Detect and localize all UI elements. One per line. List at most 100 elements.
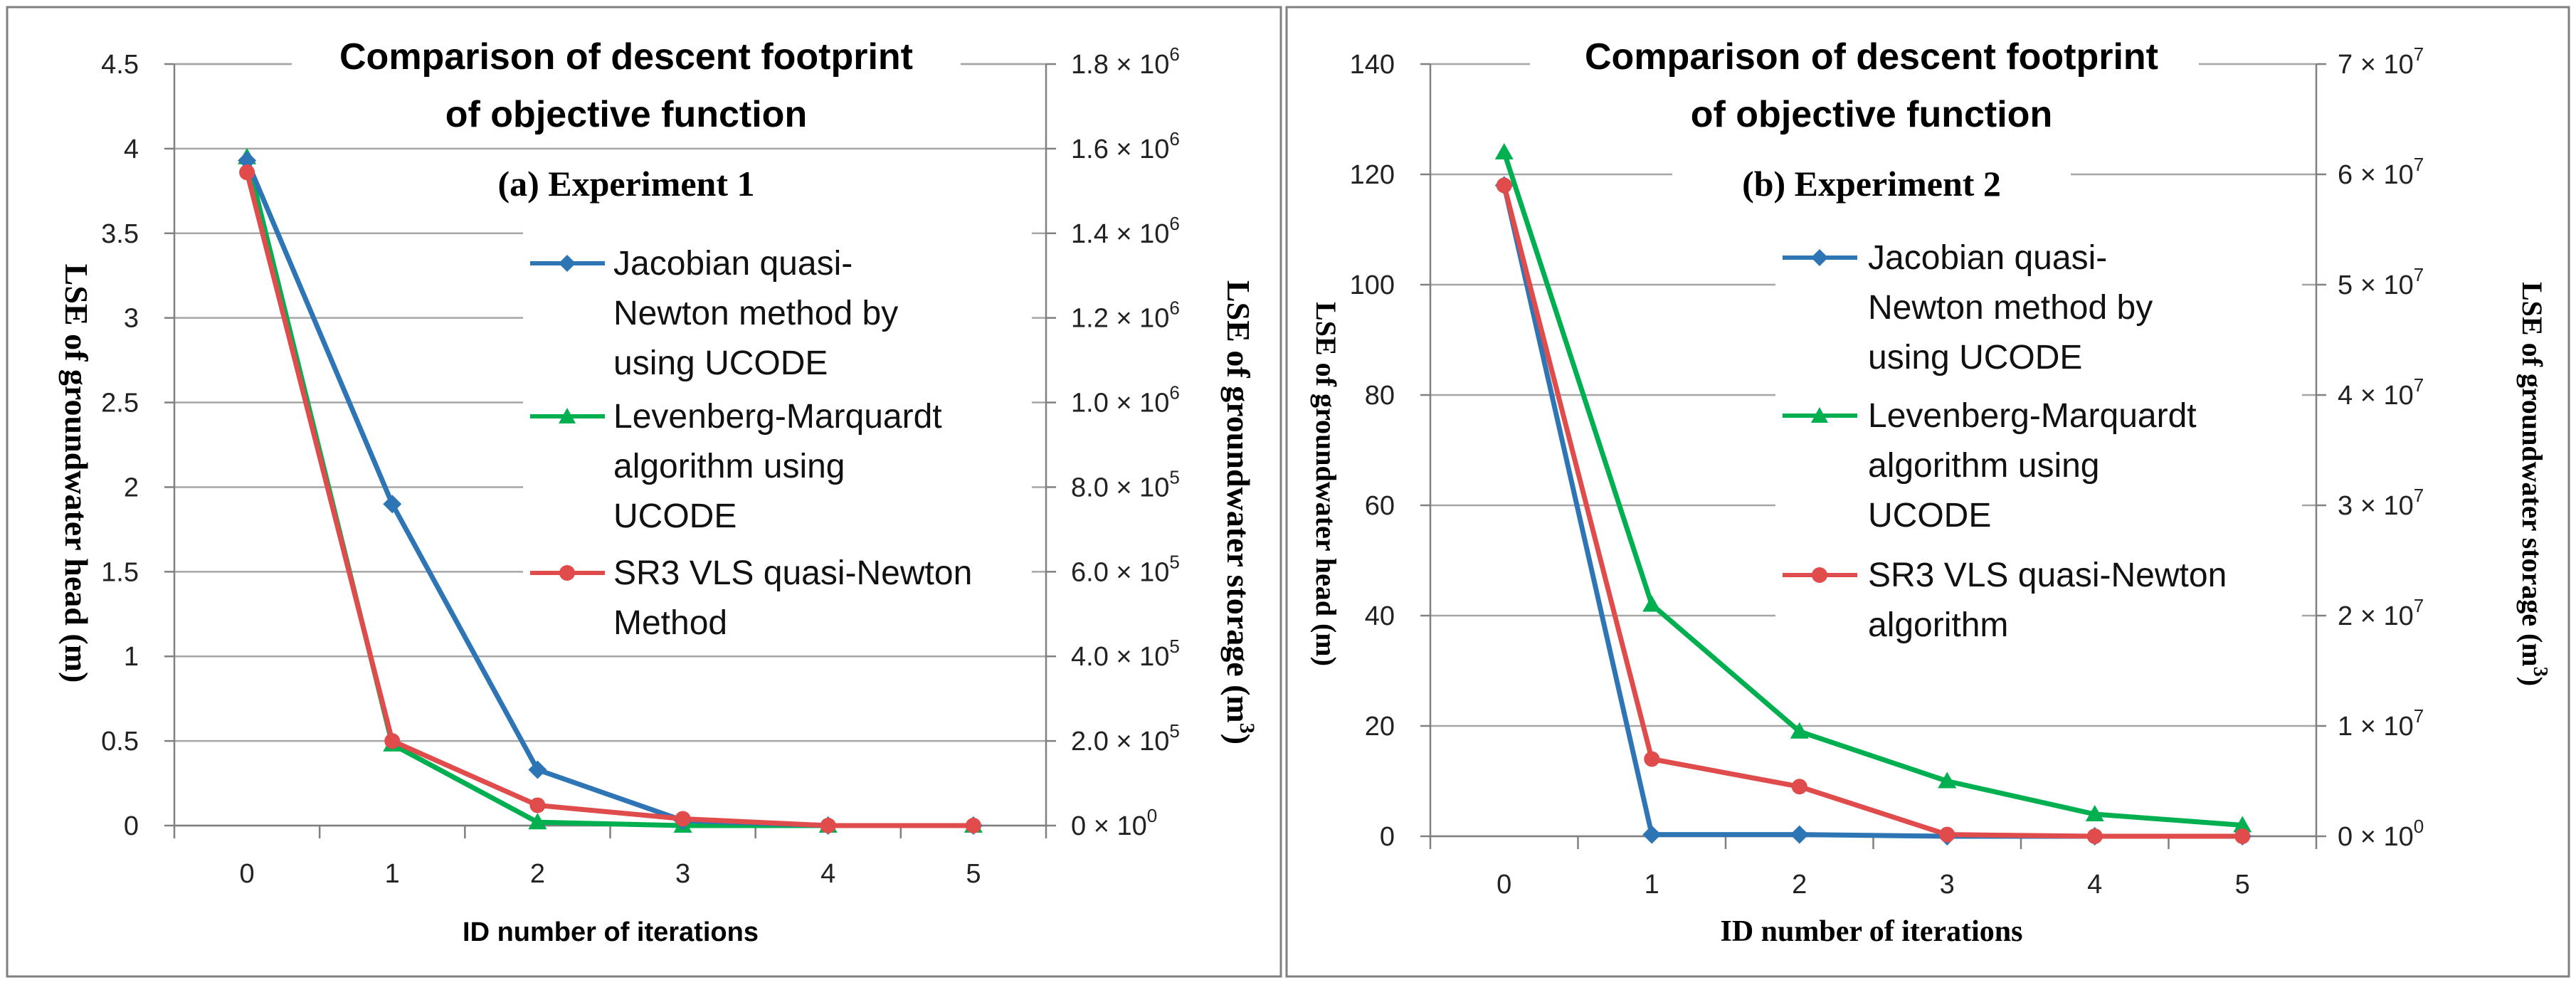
chart-a-y2-tick-label: 1.8 × 106	[1071, 43, 1180, 80]
chart-a-y-tick-label: 1	[124, 642, 139, 672]
chart-a-y2-tick-label: 8.0 × 105	[1071, 466, 1180, 502]
chart-b-x-tick-label: 2	[1792, 870, 1807, 900]
chart-b-y-tick-label: 0	[1380, 822, 1395, 852]
chart-a-title-line1: Comparison of descent footprint	[339, 36, 913, 78]
chart-b-legend: Jacobian quasi- Newton method by using U…	[1775, 228, 2302, 655]
chart-b-y-tick-label: 100	[1350, 270, 1395, 300]
chart-b-legend-sr3-line1: SR3 VLS quasi-Newton	[1868, 557, 2227, 594]
chart-b-point-jacobian	[1642, 825, 1662, 844]
chart-a-y-axis-label: LSE of groundwater head (m)	[58, 264, 95, 683]
chart-b-point-sr3	[1791, 779, 1807, 795]
chart-a-y-tick-label: 2	[124, 473, 139, 502]
chart-a-y2-tick-label: 1.2 × 106	[1071, 297, 1180, 334]
chart-b-y2-tick-label: 6 × 107	[2338, 154, 2424, 190]
chart-b-subtitle: (b) Experiment 2	[1742, 164, 2001, 204]
chart-a-legend-jacobian-line2: Newton method by	[613, 295, 898, 332]
chart-b-y2-tick-label: 5 × 107	[2338, 264, 2424, 300]
chart-b-y2-tick-label: 1 × 107	[2338, 705, 2424, 742]
chart-a-point-jacobian	[383, 495, 402, 514]
chart-b-y-tick-label: 80	[1365, 381, 1395, 411]
chart-b-x-tick-label: 0	[1496, 870, 1511, 900]
chart-a-legend-entry-sr3: SR3 VLS quasi-Newton Method	[530, 554, 972, 642]
chart-a-ticks: 0 0 × 100 0.5 2.0 × 105 1 4.0 × 105 1.5 6.0 × 1…	[101, 43, 1180, 889]
chart-b-y-tick-label: 140	[1350, 50, 1395, 80]
chart-b-legend-entry-levenberg: Levenberg-Marquardt algorithm using UCOD…	[1783, 397, 2197, 534]
chart-b-point-sr3	[2234, 828, 2251, 844]
panel-b-frame	[1285, 6, 2570, 978]
chart-a-y-tick-label: 0.5	[101, 727, 139, 757]
chart-b-point-sr3	[1644, 751, 1660, 767]
chart-a-x-tick-label: 2	[530, 859, 545, 889]
chart-a-series	[238, 147, 983, 835]
chart-b-legend-marker-jacobian	[1811, 249, 1828, 266]
chart-a-y-tick-label: 3	[124, 304, 139, 334]
chart-a-y-tick-label: 2.5	[101, 389, 139, 418]
chart-b-x-tick-label: 4	[2087, 870, 2102, 900]
chart-a-y2-tick-label: 2.0 × 105	[1071, 720, 1180, 757]
chart-b-legend-levenberg-line1: Levenberg-Marquardt	[1868, 397, 2197, 435]
chart-a-y-tick-label: 0	[124, 811, 139, 841]
chart-a-point-levenberg	[528, 813, 547, 830]
chart-b-y-tick-label: 60	[1365, 491, 1395, 521]
chart-b-legend-jacobian-line1: Jacobian quasi-	[1868, 239, 2107, 277]
chart-a-x-tick-label: 1	[385, 859, 400, 889]
chart-b-series	[1494, 143, 2252, 846]
chart-a-y2-tick-label: 6.0 × 105	[1071, 551, 1180, 587]
chart-a-point-jacobian	[528, 760, 547, 779]
chart-a-legend-entry-jacobian: Jacobian quasi- Newton method by using U…	[530, 245, 898, 382]
chart-a-legend-marker-sr3	[559, 565, 575, 581]
chart-a-y2-tick-label: 1.0 × 106	[1071, 382, 1180, 418]
chart-a-point-sr3	[965, 818, 981, 833]
chart-b-point-sr3	[1496, 177, 1512, 194]
chart-b-legend-marker-sr3	[1812, 567, 1827, 583]
chart-b-legend-jacobian-line3: using UCODE	[1868, 339, 2082, 376]
chart-a-y2-tick-label: 0 × 100	[1071, 805, 1157, 841]
chart-b-y-tick-label: 40	[1365, 601, 1395, 631]
chart-a-series-sr3	[239, 164, 981, 833]
chart-a-legend-entry-levenberg: Levenberg-Marquardt algorithm using UCOD…	[530, 398, 942, 535]
chart-b-series-sr3	[1496, 177, 2251, 844]
chart-a-x-axis-label: ID number of iterations	[463, 917, 759, 947]
chart-b-y2-tick-label: 2 × 107	[2338, 595, 2424, 631]
chart-b-line-levenberg	[1501, 149, 2245, 828]
chart-b-point-levenberg	[2085, 805, 2104, 821]
chart-a-point-sr3	[529, 797, 546, 813]
chart-b-y2-tick-label: 3 × 107	[2338, 485, 2424, 521]
chart-b-title-line1: Comparison of descent footprint	[1585, 36, 2158, 78]
chart-a-x-tick-label: 4	[820, 859, 835, 889]
chart-b-point-jacobian	[1790, 825, 1809, 844]
chart-a-title-line2: of objective function	[445, 94, 807, 135]
chart-a-legend-jacobian-line1: Jacobian quasi-	[613, 245, 852, 283]
chart-b-point-sr3	[2086, 828, 2103, 844]
chart-b-x-axis-label: ID number of iterations	[1720, 915, 2022, 948]
chart-b-legend-levenberg-line3: UCODE	[1868, 497, 1991, 534]
chart-b-y2-tick-label: 7 × 107	[2338, 43, 2424, 80]
chart-a-point-jacobian	[238, 151, 257, 170]
chart-a-y2-axis-label: LSE of groundwater storage (m3)	[1220, 280, 1259, 744]
chart-a-legend-jacobian-line3: using UCODE	[613, 344, 828, 382]
chart-a-legend-sr3-line2: Method	[613, 604, 727, 642]
chart-b-legend-entry-sr3: SR3 VLS quasi-Newton algorithm	[1783, 557, 2227, 644]
chart-b-y-tick-label: 120	[1350, 160, 1395, 190]
chart-a: 0 0 × 100 0.5 2.0 × 105 1 4.0 × 105 1.5 6.0 × 1…	[58, 28, 1259, 947]
chart-a-x-tick-label: 3	[675, 859, 690, 889]
chart-b-series-levenberg	[1494, 143, 2252, 833]
chart-a-line-sr3	[244, 169, 976, 828]
chart-b-point-levenberg	[1642, 595, 1662, 612]
chart-b-y-tick-label: 20	[1365, 712, 1395, 742]
chart-a-point-sr3	[675, 811, 691, 827]
chart-a-y-tick-label: 1.5	[101, 557, 139, 587]
chart-b-x-tick-label: 5	[2235, 870, 2250, 900]
chart-b-point-levenberg	[1938, 771, 1957, 789]
chart-b-point-levenberg	[2233, 816, 2252, 833]
chart-b-point-levenberg	[1790, 722, 1809, 739]
chart-a-subtitle: (a) Experiment 1	[497, 164, 754, 204]
chart-a-y2-tick-label: 1.4 × 106	[1071, 213, 1180, 249]
chart-b-y2-tick-label: 0 × 100	[2338, 816, 2424, 852]
chart-b-legend-levenberg-line2: algorithm using	[1868, 447, 2100, 485]
chart-a-y-tick-label: 4.5	[101, 50, 139, 80]
chart-a-legend-marker-levenberg	[559, 408, 576, 423]
